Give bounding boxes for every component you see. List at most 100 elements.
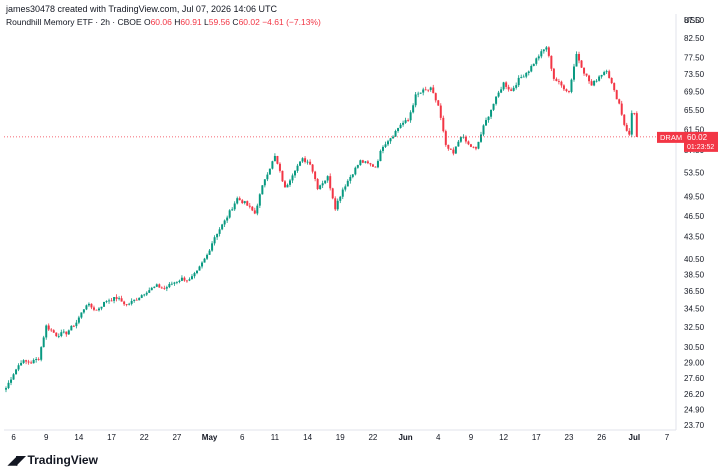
candle-body xyxy=(392,136,395,139)
candle-body xyxy=(442,117,445,132)
candle-body xyxy=(412,105,415,113)
candle-body xyxy=(160,287,163,289)
candle-body xyxy=(158,284,161,288)
candle-body xyxy=(547,47,550,56)
candle-body xyxy=(173,282,176,284)
candle-body xyxy=(366,161,369,164)
candle-body xyxy=(399,124,402,129)
candle-body xyxy=(82,309,85,313)
last-price-tag-bg xyxy=(657,131,685,143)
candle-body xyxy=(361,160,364,163)
candle-body xyxy=(479,134,482,142)
candle-body xyxy=(371,164,374,167)
candle-body xyxy=(409,112,412,121)
candle-body xyxy=(603,72,606,75)
time-tick-label: 27 xyxy=(172,433,181,442)
ohlc-open-value: 60.06 xyxy=(150,17,172,27)
candle-body xyxy=(268,168,271,175)
candle-body xyxy=(527,71,530,74)
candle-body xyxy=(334,198,337,210)
candle-body xyxy=(281,170,284,182)
candle-body xyxy=(394,130,397,137)
candle-body xyxy=(261,185,264,195)
candle-body xyxy=(417,93,420,95)
candle-body xyxy=(271,161,274,169)
price-axis[interactable]: USD 87.50 82.50 77.50 73.50 69.50 65.50 61.50 5… xyxy=(684,16,705,430)
candle-body xyxy=(97,308,100,311)
candle-body xyxy=(610,77,613,84)
candle-body xyxy=(469,144,472,147)
candle-body xyxy=(497,92,500,97)
candle-body xyxy=(540,51,543,57)
tradingview-logo[interactable]: ◢◤ TradingView xyxy=(8,453,98,467)
candle-body xyxy=(429,87,432,90)
candle-body xyxy=(246,201,249,206)
symbol-legend: Roundhill Memory ETF · 2h · CBOE O60.06 … xyxy=(6,17,321,27)
candle-body xyxy=(633,113,636,114)
candle-body xyxy=(95,309,98,311)
candle-body xyxy=(32,359,35,364)
candle-body xyxy=(283,181,286,188)
candle-body xyxy=(384,144,387,147)
candle-body xyxy=(286,184,289,188)
price-tick-label: 61.50 xyxy=(684,125,705,134)
candle-body xyxy=(12,374,15,380)
candle-body xyxy=(311,164,314,172)
candle-body xyxy=(346,180,349,187)
candle-body xyxy=(550,55,553,69)
candle-body xyxy=(90,303,93,308)
candle-body xyxy=(77,317,80,323)
time-tick-label: 22 xyxy=(368,433,377,442)
candle-body xyxy=(625,124,628,131)
candle-body xyxy=(562,85,565,90)
time-tick-label: 9 xyxy=(44,433,49,442)
candle-body xyxy=(62,331,65,333)
candle-body xyxy=(635,113,638,137)
candle-body xyxy=(447,144,450,149)
candle-body xyxy=(37,358,40,360)
candle-body xyxy=(575,54,578,67)
candle-body xyxy=(570,79,573,92)
time-tick-label: 23 xyxy=(565,433,574,442)
candle-body xyxy=(50,329,53,331)
candle-body xyxy=(7,382,10,389)
candle-body xyxy=(123,301,126,305)
candle-body xyxy=(110,300,113,302)
candle-body xyxy=(190,276,193,280)
time-tick-label: Jun xyxy=(398,433,412,442)
candle-body xyxy=(87,303,90,306)
price-tick-label: 23.70 xyxy=(684,421,705,430)
candle-body xyxy=(427,89,430,91)
candle-body xyxy=(583,67,586,74)
candle-body xyxy=(532,63,535,66)
candle-body xyxy=(580,60,583,68)
candle-body xyxy=(381,146,384,151)
candle-body xyxy=(47,325,50,330)
time-tick-label: 12 xyxy=(499,433,508,442)
price-tick-label: 32.50 xyxy=(684,323,705,332)
candle-body xyxy=(432,87,435,94)
price-tick-label: 77.50 xyxy=(684,54,705,63)
candle-body xyxy=(236,198,239,204)
ohlc-high-value: 60.91 xyxy=(180,17,202,27)
candle-body xyxy=(258,194,261,206)
price-axis-currency: USD xyxy=(684,16,701,25)
candle-body xyxy=(444,131,447,145)
time-tick-label: 17 xyxy=(532,433,541,442)
candle-body xyxy=(138,297,141,301)
candle-body xyxy=(10,379,13,383)
candle-body xyxy=(233,203,236,210)
price-tick-label: 43.50 xyxy=(684,233,705,242)
candle-body xyxy=(620,103,623,115)
candle-body xyxy=(351,174,354,177)
candle-body xyxy=(537,56,540,59)
candle-body xyxy=(180,277,183,281)
candle-body xyxy=(545,47,548,50)
candles-layer xyxy=(5,45,638,393)
candle-body xyxy=(201,262,204,267)
candle-body xyxy=(530,65,533,72)
time-axis[interactable]: 6 9 14 17 22 27 May 6 11 14 19 22 Jun 4 9 12 17 23 26 Jul 7 xyxy=(11,433,669,442)
ohlc-low-value: 59.56 xyxy=(208,17,231,27)
price-tick-label: 46.50 xyxy=(684,212,705,221)
